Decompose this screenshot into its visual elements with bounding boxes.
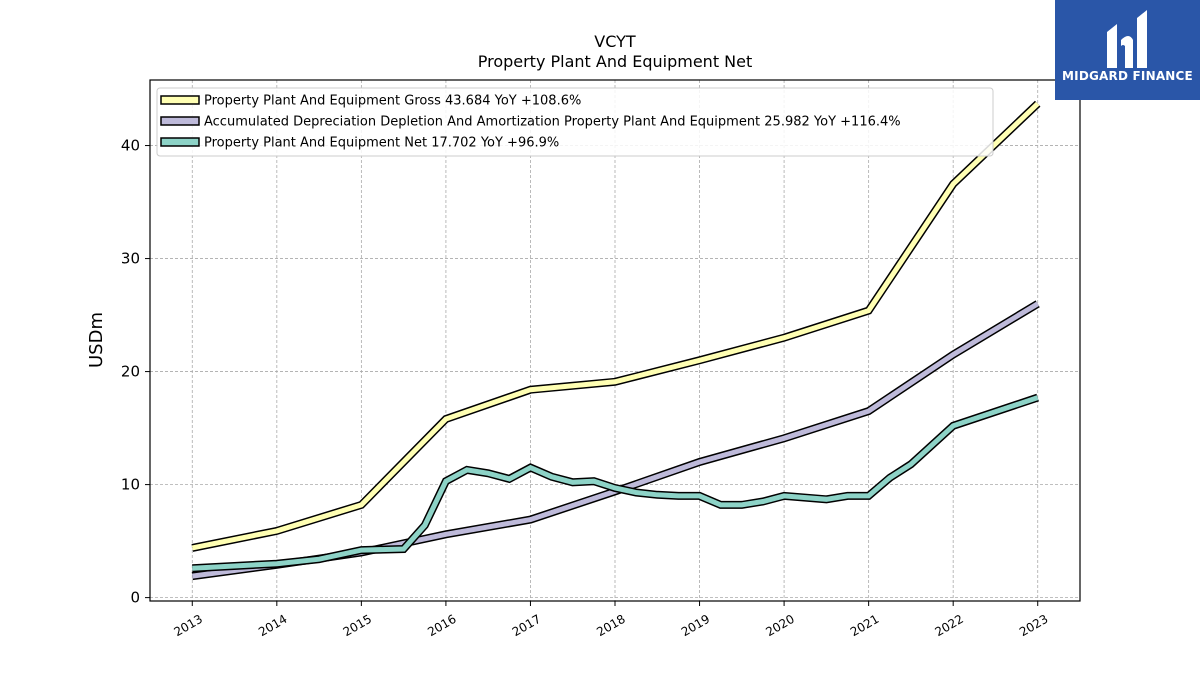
chart-title: VCYT [594, 32, 636, 51]
x-tick-label: 2015 [341, 612, 374, 639]
y-tick-label: 40 [121, 137, 140, 155]
x-tick-label: 2023 [1017, 612, 1050, 639]
x-tick-label: 2014 [256, 612, 289, 639]
y-tick-label: 10 [121, 476, 140, 494]
x-tick-label: 2017 [510, 612, 543, 639]
x-tick-label: 2020 [763, 612, 796, 639]
legend-box [156, 87, 994, 157]
series-line-2 [192, 395, 1039, 571]
legend-swatch-2 [160, 137, 200, 147]
x-tick-label: 2013 [172, 612, 205, 639]
x-tick-label: 2018 [594, 612, 627, 639]
y-tick-label: 30 [121, 250, 140, 268]
legend-label-0: Property Plant And Equipment Gross 43.68… [204, 94, 581, 109]
y-tick-label: 20 [121, 363, 140, 381]
legend-label-2: Property Plant And Equipment Net 17.702 … [204, 136, 559, 151]
x-tick-label: 2016 [425, 612, 458, 639]
y-axis-label: USDm [86, 312, 107, 368]
y-tick-label: 0 [130, 589, 140, 607]
legend-swatch-0 [160, 95, 200, 105]
midgard-logo-icon [1107, 10, 1147, 68]
brand-name: MIDGARD FINANCE [1062, 69, 1193, 83]
series-line-0 [191, 101, 1040, 551]
chart-subtitle: Property Plant And Equipment Net [478, 52, 753, 71]
x-tick-label: 2021 [848, 612, 881, 639]
legend-swatch-1 [160, 116, 200, 126]
legend-label-1: Accumulated Depreciation Depletion And A… [204, 115, 901, 130]
x-tick-label: 2019 [679, 612, 712, 639]
x-tick-label: 2022 [932, 612, 965, 639]
brand-logo: MIDGARD FINANCE [1055, 0, 1200, 100]
